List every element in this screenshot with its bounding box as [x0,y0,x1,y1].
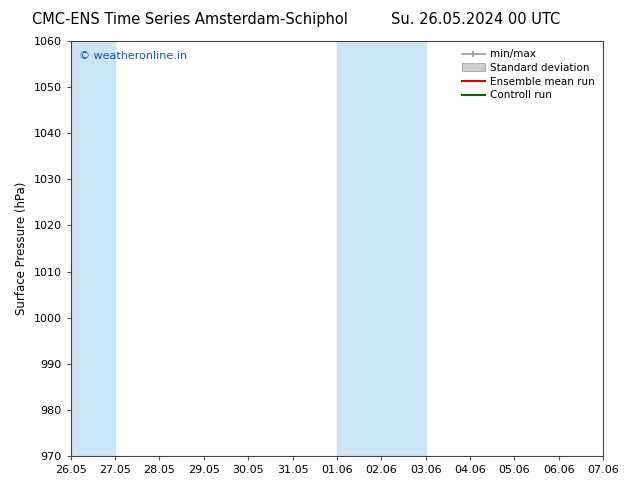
Legend: min/max, Standard deviation, Ensemble mean run, Controll run: min/max, Standard deviation, Ensemble me… [459,46,598,103]
Y-axis label: Surface Pressure (hPa): Surface Pressure (hPa) [15,182,28,315]
Bar [71,41,115,456]
Text: © weatheronline.in: © weatheronline.in [79,51,187,61]
Text: CMC-ENS Time Series Amsterdam-Schiphol: CMC-ENS Time Series Amsterdam-Schiphol [32,12,348,27]
Bar [337,41,425,456]
Text: Su. 26.05.2024 00 UTC: Su. 26.05.2024 00 UTC [391,12,560,27]
